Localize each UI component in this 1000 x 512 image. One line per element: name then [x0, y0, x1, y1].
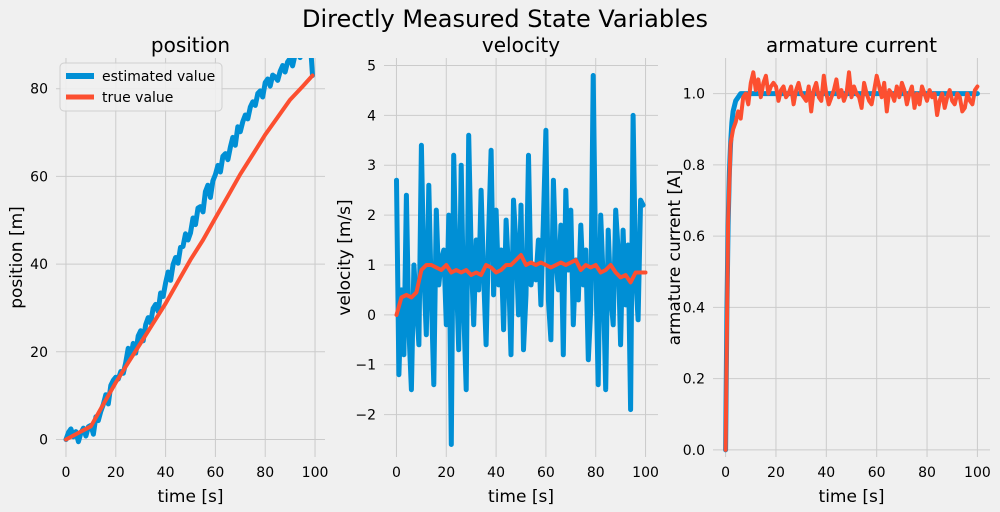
- x-tick-label: 0: [62, 465, 71, 481]
- y-tick-label: 0.2: [683, 372, 705, 388]
- y-tick-label: 0.8: [683, 158, 705, 174]
- series-line-true: [394, 253, 648, 317]
- x-tick-label: 80: [918, 465, 936, 481]
- x-axis-label: time [s]: [488, 487, 554, 507]
- x-axis-label: time [s]: [158, 487, 224, 507]
- x-tick-label: 40: [157, 465, 175, 481]
- legend-label: true value: [102, 90, 173, 106]
- y-tick-label: 60: [30, 169, 48, 185]
- y-tick-label: 0.6: [683, 229, 705, 245]
- panel-title: armature current: [766, 33, 937, 57]
- y-tick-label: 4: [367, 108, 376, 124]
- y-tick-label: 0.4: [683, 300, 705, 316]
- panel-title: position: [151, 33, 230, 57]
- y-tick-label: −1: [355, 358, 376, 374]
- legend-box: [59, 62, 223, 112]
- x-tick-label: 60: [206, 465, 224, 481]
- x-tick-label: 20: [437, 465, 455, 481]
- x-tick-label: 100: [632, 465, 659, 481]
- x-tick-label: 80: [256, 465, 274, 481]
- suptitle: Directly Measured State Variables: [302, 5, 708, 33]
- panel-title: velocity: [482, 33, 560, 57]
- y-tick-label: 5: [367, 58, 376, 74]
- y-tick-label: 0: [39, 432, 48, 448]
- panel-0: 0 20 40 60 80 100 0 20 40 60 80 position time [s] pos…: [7, 33, 328, 507]
- y-tick-label: 0.0: [683, 443, 705, 459]
- x-tick-label: 100: [302, 465, 329, 481]
- x-tick-label: 20: [107, 465, 125, 481]
- series-line-estimated: [394, 73, 646, 447]
- y-tick-label: 80: [30, 82, 48, 98]
- y-tick-label: 2: [367, 208, 376, 224]
- x-tick-label: 40: [487, 465, 505, 481]
- y-tick-label: 3: [367, 158, 376, 174]
- x-tick-label: 60: [868, 465, 886, 481]
- panel-1: 0 20 40 60 80 100 −2 −1 0 1 2 3 4 5 velocity time [s] ve…: [335, 33, 659, 507]
- y-tick-label: −2: [355, 408, 376, 424]
- legend-label: estimated value: [102, 69, 215, 85]
- y-axis-label: armature current [A]: [665, 170, 685, 346]
- x-tick-label: 80: [587, 465, 605, 481]
- y-axis-label: velocity [m/s]: [335, 199, 355, 315]
- legend: estimated value true value: [59, 62, 223, 112]
- panel-2: 0 20 40 60 80 100 0.0 0.2 0.4 0.6 0.8 1.0 armature c…: [665, 33, 991, 507]
- y-tick-label: 0: [367, 308, 376, 324]
- x-axis-label: time [s]: [819, 487, 885, 507]
- x-tick-label: 0: [392, 465, 401, 481]
- x-tick-label: 100: [964, 465, 991, 481]
- y-tick-label: 1.0: [683, 87, 705, 103]
- series-line-true: [64, 73, 315, 442]
- y-axis-label: position [m]: [7, 206, 27, 309]
- series-line-true: [723, 70, 980, 452]
- y-tick-label: 20: [30, 345, 48, 361]
- x-tick-label: 20: [767, 465, 785, 481]
- x-tick-label: 40: [817, 465, 835, 481]
- y-tick-label: 40: [30, 257, 48, 273]
- x-tick-label: 0: [721, 465, 730, 481]
- x-tick-label: 60: [537, 465, 555, 481]
- y-tick-label: 1: [367, 258, 376, 274]
